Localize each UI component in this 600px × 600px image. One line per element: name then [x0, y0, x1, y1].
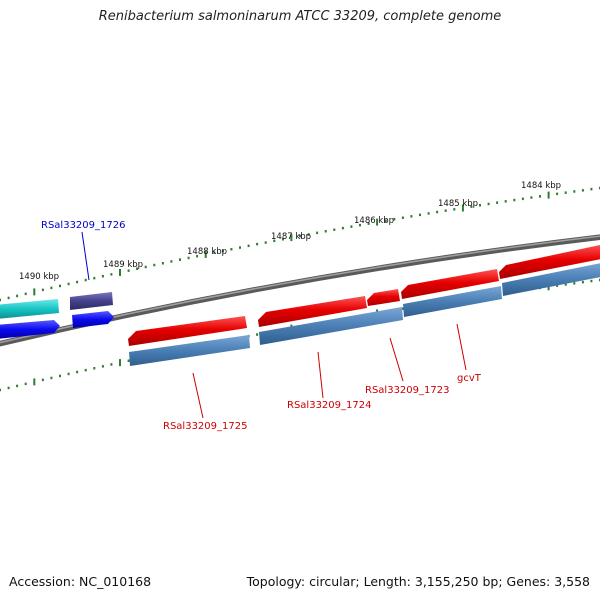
gene-label-rsal33209-1725[interactable]: RSal33209_1725	[163, 421, 247, 432]
forward-strand-genes	[0, 244, 600, 346]
blue-gene-left[interactable]	[0, 320, 60, 339]
gene-label-rsal33209-1724[interactable]: RSal33209_1724	[287, 400, 371, 411]
tick-row-top	[0, 186, 600, 302]
purple-gene-rsal33209-1726[interactable]	[70, 292, 113, 310]
kbp-label-1486: 1486 kbp	[354, 216, 394, 226]
cyan-gene[interactable]	[0, 299, 59, 319]
steel-gene-2[interactable]	[259, 307, 403, 345]
blue-gene-small[interactable]	[72, 311, 114, 328]
gene-labels: RSal33209_1726 RSal33209_1725 RSal33209_…	[41, 220, 482, 432]
steel-gene-3[interactable]	[403, 286, 502, 317]
kbp-label-1485: 1485 kbp	[438, 199, 478, 209]
kbp-label-1489: 1489 kbp	[103, 260, 143, 270]
genome-summary-text: Topology: circular; Length: 3,155,250 bp…	[246, 574, 590, 589]
steel-gene-1[interactable]	[129, 335, 250, 366]
red-gene-rsal33209-1724[interactable]	[258, 296, 367, 327]
kbp-label-1484: 1484 kbp	[521, 181, 561, 191]
red-gene-rsal33209-1723[interactable]	[367, 289, 400, 306]
reverse-strand-genes	[0, 262, 600, 366]
kbp-label-1488: 1488 kbp	[187, 247, 227, 257]
kbp-labels: 1490 kbp 1489 kbp 1488 kbp 1487 kbp 1486…	[19, 181, 561, 282]
steel-gene-4[interactable]	[502, 262, 600, 296]
label-leaders	[81, 231, 467, 419]
kbp-label-1490: 1490 kbp	[19, 272, 59, 282]
gene-label-rsal33209-1723[interactable]: RSal33209_1723	[365, 385, 449, 396]
accession-text: Accession: NC_010168	[9, 574, 152, 589]
red-gene-rsal33209-1725[interactable]	[128, 316, 247, 346]
gene-label-rsal33209-1726[interactable]: RSal33209_1726	[41, 220, 125, 231]
map-title: Renibacterium salmoninarum ATCC 33209, c…	[98, 9, 502, 24]
red-gene-edge[interactable]	[499, 244, 600, 279]
red-gene-gcvt[interactable]	[401, 269, 499, 299]
kbp-label-1487: 1487 kbp	[271, 232, 311, 242]
gene-label-gcvt[interactable]: gcvT	[457, 373, 482, 384]
